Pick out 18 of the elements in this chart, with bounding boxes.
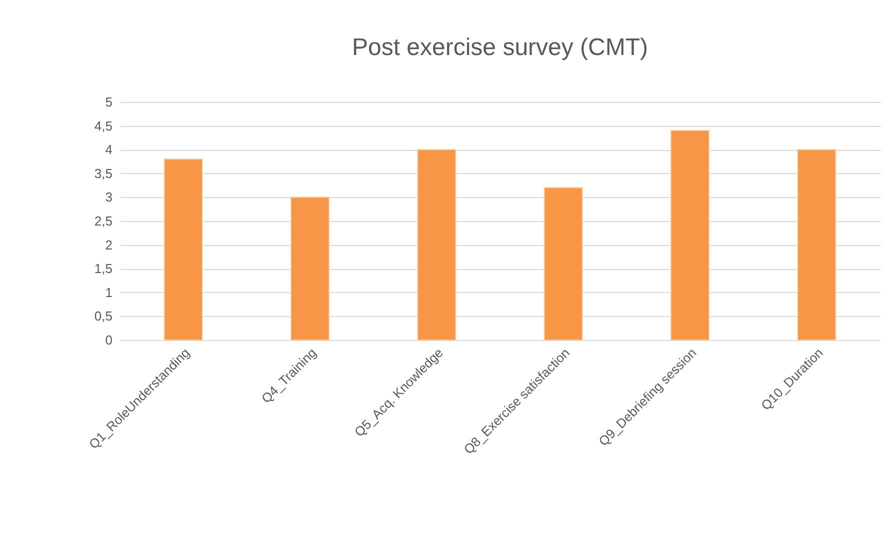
y-tick-label: 0,5	[94, 308, 112, 324]
y-tick-label: 3,5	[94, 166, 112, 181]
y-tick-label: 1	[105, 284, 112, 300]
bar	[290, 196, 330, 340]
y-tick-label: 3	[105, 190, 112, 205]
bar	[797, 149, 836, 340]
y-tick-label: 4,5	[94, 118, 112, 134]
y-tick-label: 2,5	[94, 214, 112, 228]
y-tick-label: 0	[105, 332, 112, 348]
y-tick-label: 5	[105, 94, 112, 110]
bar	[670, 130, 710, 340]
bar	[164, 158, 203, 340]
y-tick-label: 4	[105, 142, 112, 158]
chart-title: Post exercise survey (CMT)	[352, 34, 648, 61]
bar	[544, 187, 583, 340]
y-tick-label: 2	[105, 237, 112, 252]
y-tick-label: 1,5	[94, 261, 112, 276]
bar	[417, 149, 456, 340]
